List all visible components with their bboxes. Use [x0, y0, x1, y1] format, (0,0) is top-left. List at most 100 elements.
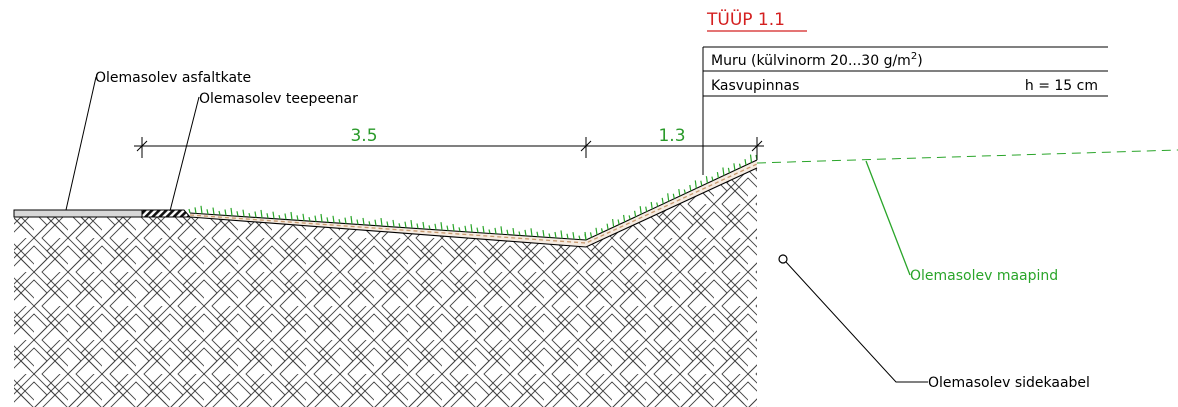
cable-leader	[785, 261, 928, 383]
grass-blade	[314, 215, 317, 222]
grass-blade	[628, 215, 631, 220]
grass-blade	[188, 208, 191, 214]
soil-body	[14, 168, 757, 407]
grass-blade	[578, 235, 581, 240]
grass-blade	[320, 213, 323, 223]
grass-blade	[617, 219, 620, 225]
grass-blade	[248, 212, 251, 218]
shoulder-layer	[141, 209, 192, 218]
dimension-left: 3.5	[350, 126, 377, 146]
grass-blade	[530, 228, 533, 237]
grass-blade	[470, 224, 473, 233]
grass-blade	[284, 213, 287, 220]
dimension-line	[134, 137, 764, 160]
grass-blade	[194, 207, 197, 214]
layer-row-topsoil-name: Kasvupinnas	[711, 78, 799, 94]
grass-blade	[482, 225, 485, 234]
grass-blade	[506, 229, 509, 235]
grass-blade	[500, 226, 503, 235]
layer-row-grass: Muru (külvinorm 20...30 g/m2)	[711, 51, 923, 69]
layer-row-topsoil-thickness: h = 15 cm	[1025, 78, 1098, 94]
grass-blade	[656, 202, 659, 207]
grass-blade	[672, 193, 675, 199]
grass-blade	[639, 206, 642, 215]
grass-blade	[440, 222, 443, 231]
grass-blade	[338, 219, 341, 224]
grass-blade	[260, 209, 263, 218]
grass-blade	[374, 219, 377, 226]
grass-blade	[386, 221, 389, 227]
grass-blade	[524, 229, 527, 236]
grass-blade	[368, 221, 371, 226]
asphalt-leader	[65, 76, 97, 211]
grass-blade	[678, 189, 681, 197]
grass-blade	[542, 230, 545, 238]
grass-blade	[584, 231, 587, 241]
grass-blade	[434, 223, 437, 230]
drawing-title: TÜÜP 1.1	[706, 8, 785, 30]
grass-blade	[705, 176, 708, 184]
grass-blade	[738, 163, 742, 168]
grass-blade	[744, 159, 747, 166]
grass-blade	[302, 213, 305, 221]
grass-blade	[711, 176, 714, 181]
label-shoulder: Olemasolev teepeenar	[199, 91, 358, 107]
asphalt-layer	[13, 209, 143, 218]
grass-blade	[694, 180, 697, 189]
grass-blade	[700, 180, 703, 186]
grass-blade	[650, 201, 653, 210]
grass-blade	[266, 213, 269, 219]
grass-blade	[488, 229, 491, 234]
ground-leader	[865, 160, 911, 276]
grass-blade	[422, 221, 425, 230]
cable-marker	[778, 254, 788, 264]
grass-blade	[218, 210, 221, 216]
grass-blade	[236, 211, 239, 217]
grass-blade	[749, 154, 753, 163]
grass-blade	[600, 228, 604, 233]
grass-blade	[548, 233, 551, 238]
grass-blade	[634, 210, 637, 217]
grass-blade	[518, 231, 521, 236]
existing-ground-line	[756, 149, 1178, 164]
grass-blade	[566, 233, 569, 239]
grass-blade	[278, 214, 281, 220]
grass-blade	[254, 211, 257, 218]
grass-blade	[623, 214, 626, 222]
grass-blade	[290, 211, 293, 221]
dimension-right: 1.3	[658, 126, 685, 146]
grass-blade	[380, 218, 383, 227]
grass-blade	[494, 227, 497, 234]
grass-blade	[572, 232, 575, 240]
grass-blade	[362, 217, 365, 225]
grass-blade	[560, 230, 563, 239]
grass-blade	[272, 211, 275, 219]
grass-blade	[410, 220, 413, 229]
grass-blade	[683, 189, 686, 194]
grass-blade	[392, 219, 395, 227]
grass-blade	[512, 228, 515, 236]
grass-blade	[645, 206, 648, 212]
grass-blade	[667, 193, 670, 202]
label-cable: Olemasolev sidekaabel	[928, 375, 1090, 391]
grass-blade	[356, 219, 359, 225]
grass-blade	[606, 223, 609, 230]
grass-blade	[332, 215, 335, 223]
grass-blade	[727, 167, 730, 174]
shoulder-leader	[169, 96, 200, 212]
grass-blade	[308, 217, 311, 222]
subgrade-line	[189, 167, 758, 248]
label-asphalt: Olemasolev asfaltkate	[95, 70, 251, 86]
grass-blade	[344, 217, 347, 224]
grass-blade	[350, 215, 353, 225]
grass-blade	[595, 227, 598, 235]
grass-blade	[458, 227, 461, 232]
grass-blade	[476, 227, 479, 233]
grass-blade	[416, 223, 419, 229]
grass-tufts	[188, 154, 758, 241]
grass-blade	[206, 209, 209, 215]
grass-blade	[716, 172, 719, 179]
grass-blade	[464, 225, 467, 232]
grass-blade	[554, 231, 557, 239]
